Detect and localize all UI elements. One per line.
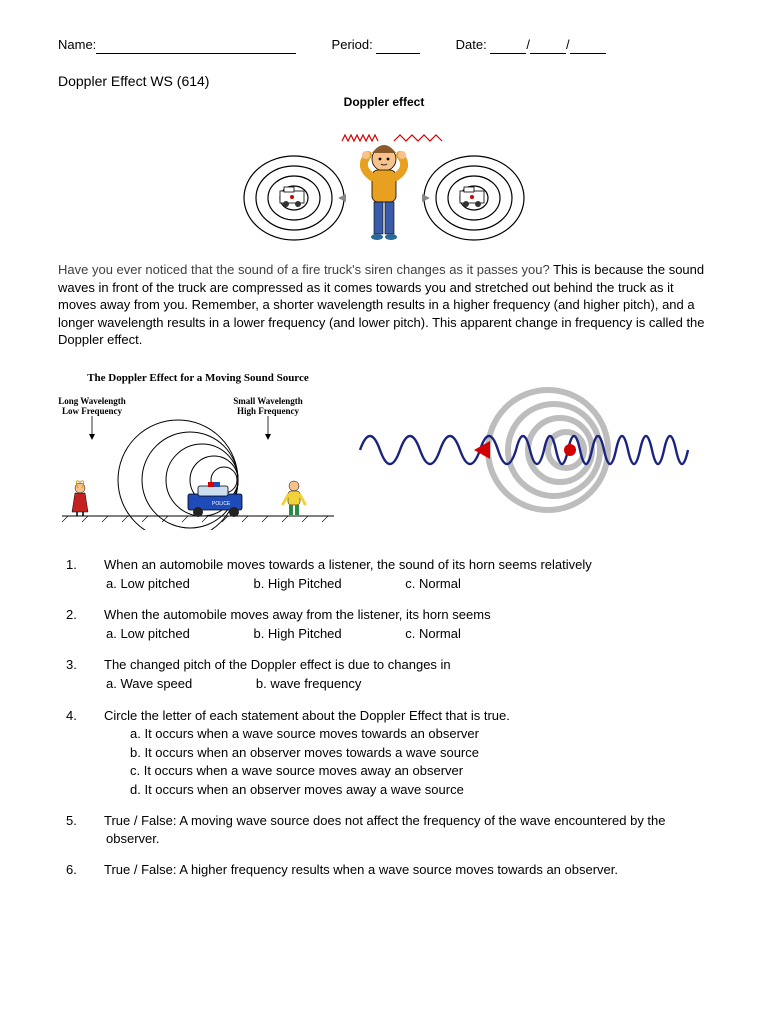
q5-text[interactable]: True / False: A moving wave source does …: [104, 813, 666, 846]
worksheet-title: Doppler Effect WS (614): [58, 72, 710, 91]
question-6: 6.True / False: A higher frequency resul…: [86, 861, 710, 879]
svg-text:POLICE: POLICE: [212, 501, 231, 507]
date-blank-2[interactable]: [530, 41, 566, 54]
q2-opt-b[interactable]: b. High Pitched: [253, 625, 341, 643]
q1-opt-b[interactable]: b. High Pitched: [253, 575, 341, 593]
period-blank[interactable]: [376, 41, 420, 54]
q2-opt-c[interactable]: c. Normal: [405, 625, 461, 643]
question-2: 2.When the automobile moves away from th…: [86, 606, 710, 642]
police-diagram: The Doppler Effect for a Moving Sound So…: [58, 371, 338, 534]
date-label: Date:: [456, 37, 487, 52]
q1-text: When an automobile moves towards a liste…: [104, 557, 592, 572]
illustration-label: Doppler effect: [58, 94, 710, 110]
q6-num: 6.: [86, 861, 104, 879]
doppler-cartoon-icon: [234, 113, 534, 243]
left-fr-label: Low Frequency: [62, 406, 123, 416]
q1-num: 1.: [86, 556, 104, 574]
date-blank-3[interactable]: [570, 41, 606, 54]
question-4: 4.Circle the letter of each statement ab…: [86, 707, 710, 799]
left-wl-label: Long Wavelength: [58, 396, 126, 406]
q2-text: When the automobile moves away from the …: [104, 607, 491, 622]
wave-diagram: [356, 385, 696, 520]
q4-opt-c[interactable]: c. It occurs when a wave source moves aw…: [130, 762, 710, 780]
questions-list: 1.When an automobile moves towards a lis…: [58, 556, 710, 879]
q1-opt-c[interactable]: c. Normal: [405, 575, 461, 593]
q4-num: 4.: [86, 707, 104, 725]
q3-num: 3.: [86, 656, 104, 674]
date-blank-1[interactable]: [490, 41, 526, 54]
q1-opt-a[interactable]: a. Low pitched: [106, 575, 190, 593]
question-5: 5.True / False: A moving wave source doe…: [86, 812, 710, 847]
q5-num: 5.: [86, 812, 104, 830]
intro-paragraph: Have you ever noticed that the sound of …: [58, 261, 710, 349]
q4-text: Circle the letter of each statement abou…: [104, 708, 510, 723]
name-blank[interactable]: [96, 41, 296, 54]
q6-text[interactable]: True / False: A higher frequency results…: [104, 862, 618, 877]
worksheet-header: Name: Period: Date: //: [58, 36, 710, 54]
q3-text: The changed pitch of the Doppler effect …: [104, 657, 451, 672]
q2-opt-a[interactable]: a. Low pitched: [106, 625, 190, 643]
name-label: Name:: [58, 37, 96, 52]
q4-opt-a[interactable]: a. It occurs when a wave source moves to…: [130, 725, 710, 743]
q4-opt-b[interactable]: b. It occurs when an observer moves towa…: [130, 744, 710, 762]
period-label: Period:: [332, 37, 373, 52]
right-fr-label: High Frequency: [237, 406, 300, 416]
right-wl-label: Small Wavelength: [233, 396, 303, 406]
question-3: 3.The changed pitch of the Doppler effec…: [86, 656, 710, 692]
question-1: 1.When an automobile moves towards a lis…: [86, 556, 710, 592]
intro-lead: Have you ever noticed that the sound of …: [58, 262, 550, 277]
diagram1-title: The Doppler Effect for a Moving Sound So…: [58, 371, 338, 386]
q4-opt-d[interactable]: d. It occurs when an observer moves away…: [130, 781, 710, 799]
middle-illustrations: The Doppler Effect for a Moving Sound So…: [58, 371, 710, 534]
top-illustration: Doppler effect: [58, 94, 710, 247]
q3-opt-a[interactable]: a. Wave speed: [106, 675, 192, 693]
q2-num: 2.: [86, 606, 104, 624]
q3-opt-b[interactable]: b. wave frequency: [256, 675, 362, 693]
